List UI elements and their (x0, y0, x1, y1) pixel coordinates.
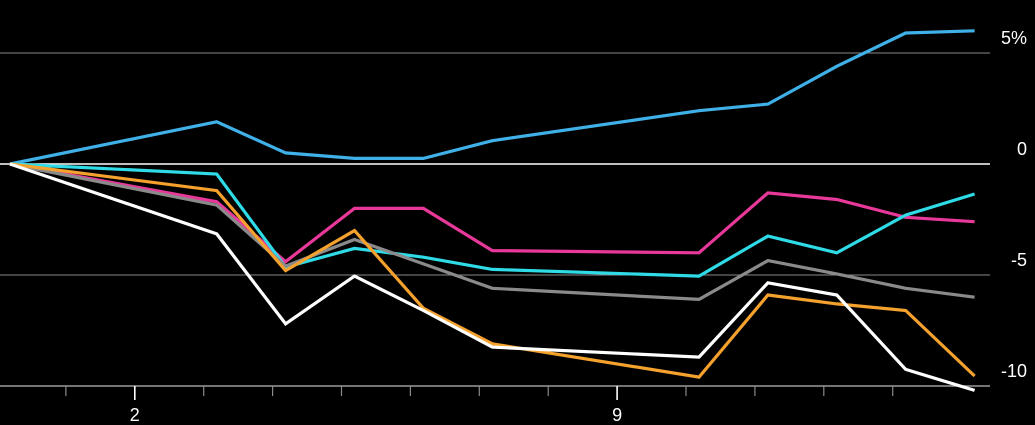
x-tick-label: 9 (612, 405, 622, 425)
y-tick-label: -10 (1001, 361, 1027, 381)
series-line-6 (9, 162, 976, 392)
grid-layer (0, 52, 990, 387)
x-tick-label: 2 (130, 405, 140, 425)
y-tick-labels: 5% 0 -5 -10 (1001, 28, 1027, 381)
y-tick-label: 5% (1001, 28, 1027, 48)
series-line-1 (9, 29, 975, 166)
series-line-5 (9, 162, 976, 379)
y-tick-label: 0 (1017, 139, 1027, 159)
y-tick-label: -5 (1011, 250, 1027, 270)
series-line-3 (9, 162, 976, 278)
series-line-4 (9, 162, 975, 302)
series-layer (9, 29, 976, 392)
